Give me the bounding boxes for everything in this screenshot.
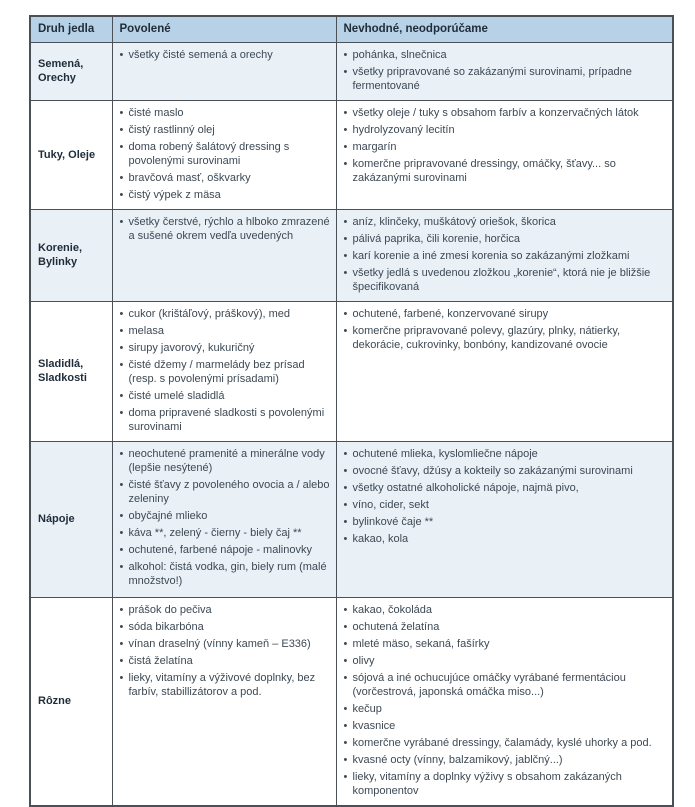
allowed-list: všetky čerstvé, rýchlo a hlboko zmrazené… xyxy=(118,215,332,243)
list-item: bylinkové čaje ** xyxy=(342,515,669,529)
not-recommended-cell: pohánka, slnečnica všetky pripravované so… xyxy=(335,41,674,101)
list-item: všetky pripravované so zakázanými surovi… xyxy=(342,65,669,93)
table-row-rozne: Rôzne prášok do pečiva sóda bikarbóna vína… xyxy=(29,596,674,806)
list-item: čisté šťavy z povoleného ovocia a / aleb… xyxy=(118,478,332,506)
column-header-povolene: Povolené xyxy=(111,15,337,43)
list-item: komerčne vyrábané dressingy, čalamády, k… xyxy=(342,736,669,750)
list-item: lieky, vitamíny a doplnky výživy s obsah… xyxy=(342,770,669,798)
table-row-napoje: Nápoje neochutené pramenité a minerálne … xyxy=(29,440,674,598)
allowed-cell: všetky čisté semená a orechy xyxy=(111,41,337,101)
list-item: olivy xyxy=(342,654,669,668)
list-item: vínan draselný (vínny kameň – E336) xyxy=(118,637,332,651)
list-item: ovocné šťavy, džúsy a kokteily so zakáza… xyxy=(342,464,669,478)
list-item: prášok do pečiva xyxy=(118,603,332,617)
list-item: čisté džemy / marmelády bez prísad (resp… xyxy=(118,358,332,386)
not-recommended-list: ochutené, farbené, konzervované sirupy ko… xyxy=(342,307,669,352)
not-recommended-cell: ochutené mlieka, kyslomliečne nápoje ovoc… xyxy=(335,440,674,598)
allowed-cell: neochutené pramenité a minerálne vody (l… xyxy=(111,440,337,598)
list-item: komerčne pripravované polevy, glazúry, p… xyxy=(342,324,669,352)
list-item: lieky, vitamíny a výživové doplnky, bez … xyxy=(118,671,332,699)
category-cell: Rôzne xyxy=(29,596,113,806)
not-recommended-cell: všetky oleje / tuky s obsahom farbív a k… xyxy=(335,99,674,210)
category-cell: Tuky, Oleje xyxy=(29,99,113,210)
list-item: čistý výpek z mäsa xyxy=(118,188,332,202)
list-item: čistý rastlinný olej xyxy=(118,123,332,137)
not-recommended-list: aníz, klinčeky, muškátový oriešok, škori… xyxy=(342,215,669,294)
list-item: obyčajné mlieko xyxy=(118,509,332,523)
allowed-cell: čisté maslo čistý rastlinný olej doma robe… xyxy=(111,99,337,210)
list-item: kakao, čokoláda xyxy=(342,603,669,617)
list-item: sóda bikarbóna xyxy=(118,620,332,634)
table-row-semena-orechy: Semená, Orechy všetky čisté semená a ore… xyxy=(29,41,674,101)
list-item: ochutené, farbené nápoje - malinovky xyxy=(118,543,332,557)
list-item: čisté maslo xyxy=(118,106,332,120)
category-cell: Semená, Orechy xyxy=(29,41,113,101)
table-row-tuky-oleje: Tuky, Oleje čisté maslo čistý rastlinný o… xyxy=(29,99,674,210)
list-item: ochutené, farbené, konzervované sirupy xyxy=(342,307,669,321)
list-item: všetky čisté semená a orechy xyxy=(118,48,332,62)
allowed-list: čisté maslo čistý rastlinný olej doma robe… xyxy=(118,106,332,202)
list-item: kakao, kola xyxy=(342,532,669,546)
table-row-sladidla-sladkosti: Sladidlá, Sladkosti cukor (krištáľový, p… xyxy=(29,300,674,442)
list-item: aníz, klinčeky, muškátový oriešok, škori… xyxy=(342,215,669,229)
list-item: hydrolyzovaný lecitín xyxy=(342,123,669,137)
list-item: melasa xyxy=(118,324,332,338)
allowed-list: všetky čisté semená a orechy xyxy=(118,48,332,62)
column-header-druh-jedla: Druh jedla xyxy=(29,15,113,43)
list-item: pohánka, slnečnica xyxy=(342,48,669,62)
table-header: Druh jedla Povolené Nevhodné, neodporúča… xyxy=(29,15,674,43)
table-body: Semená, Orechy všetky čisté semená a ore… xyxy=(29,41,674,806)
list-item: bravčová masť, oškvarky xyxy=(118,171,332,185)
list-item: komerčne pripravované dressingy, omáčky,… xyxy=(342,157,669,185)
list-item: cukor (krištáľový, práškový), med xyxy=(118,307,332,321)
food-categories-table: Druh jedla Povolené Nevhodné, neodporúča… xyxy=(29,15,674,807)
list-item: kvasnice xyxy=(342,719,669,733)
list-item: čistá želatína xyxy=(118,654,332,668)
category-cell: Korenie, Bylinky xyxy=(29,208,113,302)
allowed-list: cukor (krištáľový, práškový), med melasa s… xyxy=(118,307,332,434)
not-recommended-list: ochutené mlieka, kyslomliečne nápoje ovoc… xyxy=(342,447,669,546)
category-cell: Nápoje xyxy=(29,440,113,598)
allowed-cell: prášok do pečiva sóda bikarbóna vínan dras… xyxy=(111,596,337,806)
category-cell: Sladidlá, Sladkosti xyxy=(29,300,113,442)
list-item: ochutené mlieka, kyslomliečne nápoje xyxy=(342,447,669,461)
allowed-list: neochutené pramenité a minerálne vody (l… xyxy=(118,447,332,588)
list-item: kečup xyxy=(342,702,669,716)
table-row-korenie-bylinky: Korenie, Bylinky všetky čerstvé, rýchlo … xyxy=(29,208,674,302)
list-item: všetky ostatné alkoholické nápoje, najmä… xyxy=(342,481,669,495)
list-item: doma pripravené sladkosti s povolenými s… xyxy=(118,406,332,434)
header-row: Druh jedla Povolené Nevhodné, neodporúča… xyxy=(29,15,674,43)
list-item: všetky čerstvé, rýchlo a hlboko zmrazené… xyxy=(118,215,332,243)
list-item: kvasné octy (vínny, balzamikový, jablčný… xyxy=(342,753,669,767)
list-item: neochutené pramenité a minerálne vody (l… xyxy=(118,447,332,475)
list-item: všetky oleje / tuky s obsahom farbív a k… xyxy=(342,106,669,120)
list-item: margarín xyxy=(342,140,669,154)
column-header-nevhodne: Nevhodné, neodporúčame xyxy=(335,15,674,43)
list-item: pálivá paprika, čili korenie, horčica xyxy=(342,232,669,246)
list-item: čisté umelé sladidlá xyxy=(118,389,332,403)
allowed-list: prášok do pečiva sóda bikarbóna vínan dras… xyxy=(118,603,332,699)
allowed-cell: všetky čerstvé, rýchlo a hlboko zmrazené… xyxy=(111,208,337,302)
allowed-cell: cukor (krištáľový, práškový), med melasa s… xyxy=(111,300,337,442)
list-item: ochutená želatína xyxy=(342,620,669,634)
not-recommended-cell: ochutené, farbené, konzervované sirupy ko… xyxy=(335,300,674,442)
list-item: karí korenie a iné zmesi korenia so zaká… xyxy=(342,249,669,263)
list-item: sirupy javorový, kukuričný xyxy=(118,341,332,355)
not-recommended-list: všetky oleje / tuky s obsahom farbív a k… xyxy=(342,106,669,185)
not-recommended-list: pohánka, slnečnica všetky pripravované so… xyxy=(342,48,669,93)
not-recommended-cell: aníz, klinčeky, muškátový oriešok, škori… xyxy=(335,208,674,302)
not-recommended-list: kakao, čokoláda ochutená želatína mleté mä… xyxy=(342,603,669,798)
list-item: káva **, zelený - čierny - biely čaj ** xyxy=(118,526,332,540)
list-item: víno, cider, sekt xyxy=(342,498,669,512)
list-item: všetky jedlá s uvedenou zložkou „korenie… xyxy=(342,266,669,294)
list-item: doma robený šalátový dressing s povolený… xyxy=(118,140,332,168)
list-item: sójová a iné ochucujúce omáčky vyrábané … xyxy=(342,671,669,699)
not-recommended-cell: kakao, čokoláda ochutená želatína mleté mä… xyxy=(335,596,674,806)
list-item: alkohol: čistá vodka, gin, biely rum (ma… xyxy=(118,560,332,588)
list-item: mleté mäso, sekaná, fašírky xyxy=(342,637,669,651)
